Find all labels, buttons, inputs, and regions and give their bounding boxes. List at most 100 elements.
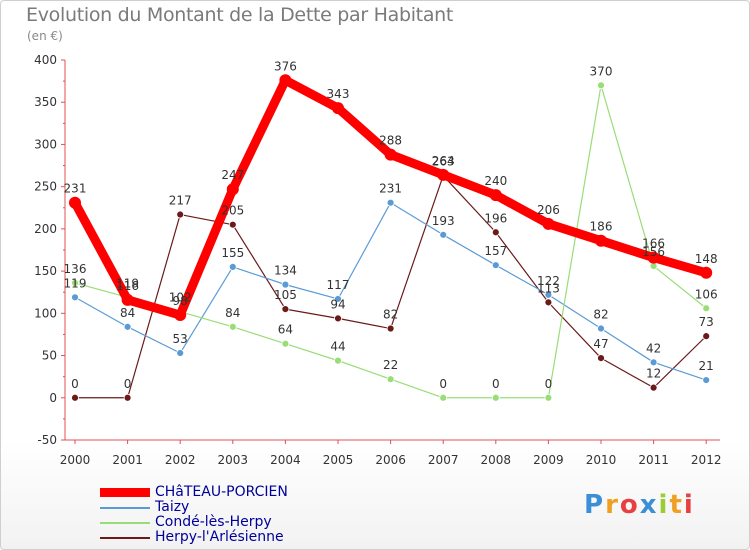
y-tick-label: 100 (34, 306, 57, 320)
data-label: 102 (169, 291, 192, 305)
legend-label: Taizy (155, 499, 190, 515)
chart-axes: -50 0 50 100 150 200 250 300 350 400 2000 2001 2002 2… (34, 53, 721, 467)
y-tick-label: -50 (37, 433, 57, 447)
data-label: 217 (169, 194, 192, 208)
y-tick-label: 150 (34, 264, 57, 278)
data-point (702, 304, 711, 313)
x-tick-label: 2007 (428, 453, 459, 467)
x-tick-label: 2005 (323, 453, 354, 467)
data-label: 82 (383, 308, 398, 322)
x-tick-label: 2004 (270, 453, 301, 467)
data-label: 84 (120, 306, 135, 320)
legend-swatch (100, 537, 150, 539)
data-point (121, 293, 134, 306)
data-point (386, 198, 395, 207)
brand-letter: o (619, 490, 640, 520)
y-tick-label: 50 (42, 349, 57, 363)
data-point (123, 322, 132, 331)
legend-swatch (100, 522, 150, 524)
data-point (649, 383, 658, 392)
y-tick-label: 200 (34, 222, 57, 236)
chart-series (69, 74, 713, 402)
data-point (332, 102, 344, 115)
y-tick-label: 400 (34, 53, 57, 67)
legend-item: Herpy-l'Arlésienne (100, 529, 400, 545)
data-label: 113 (537, 281, 560, 295)
data-point (226, 183, 239, 196)
data-label: 376 (274, 59, 297, 73)
data-point (437, 168, 450, 181)
legend-label: Condé-lès-Herpy (155, 514, 272, 530)
data-label: 264 (432, 154, 455, 168)
data-label: 148 (695, 252, 718, 266)
data-label: 94 (330, 297, 345, 311)
data-point (544, 290, 553, 299)
data-label: 42 (646, 341, 661, 355)
data-label: 206 (537, 203, 560, 217)
y-tick-label: 300 (34, 137, 57, 151)
data-label: 166 (642, 237, 665, 251)
data-point (228, 220, 237, 229)
data-point (334, 295, 342, 303)
data-point (542, 217, 555, 230)
data-point (281, 305, 290, 314)
chart-title: Evolution du Montant de la Dette par Hab… (26, 4, 454, 26)
x-tick-label: 2010 (586, 453, 617, 467)
data-point (649, 358, 658, 367)
x-tick-label: 2012 (691, 453, 722, 467)
brand-letter: P (584, 490, 606, 520)
legend-item: CHâTEAU-PORCIEN (100, 484, 400, 500)
data-label: 231 (64, 182, 87, 196)
data-label: 64 (278, 323, 293, 337)
legend-item: Taizy (100, 499, 400, 515)
y-tick-label: 250 (34, 180, 57, 194)
x-tick-label: 2011 (638, 453, 669, 467)
data-point (491, 261, 500, 270)
data-label: 247 (221, 168, 244, 182)
x-tick-label: 2009 (533, 453, 564, 467)
data-label: 105 (274, 288, 297, 302)
data-point (544, 298, 553, 307)
data-label: 12 (646, 367, 661, 381)
data-point (174, 309, 187, 322)
chart-legend: CHâTEAU-PORCIEN Taizy Condé-lès-Herpy Herpy… (100, 484, 400, 547)
y-tick-label: 350 (34, 95, 57, 109)
legend-label: Herpy-l'Arlésienne (155, 529, 284, 545)
data-point (69, 196, 81, 209)
data-label: 155 (221, 246, 244, 260)
data-label: 240 (484, 174, 507, 188)
data-label: 370 (590, 64, 613, 78)
data-point (71, 293, 79, 302)
data-point (281, 339, 290, 348)
y-tick-label: 0 (49, 391, 57, 405)
data-point (597, 354, 605, 362)
data-point (334, 314, 342, 323)
data-point (279, 74, 292, 87)
data-point (647, 251, 660, 264)
data-point (702, 332, 711, 341)
data-label: 0 (71, 377, 79, 391)
data-point (228, 262, 237, 271)
legend-label: CHâTEAU-PORCIEN (155, 484, 288, 500)
data-label: 106 (695, 287, 718, 301)
data-point (491, 228, 500, 237)
data-point (176, 349, 185, 357)
data-point (123, 393, 132, 402)
data-label: 98 (173, 294, 188, 308)
data-label: 44 (330, 340, 345, 354)
x-tick-label: 2001 (112, 453, 143, 467)
data-label: 47 (593, 337, 608, 351)
x-tick-label: 2008 (481, 453, 512, 467)
chart-data-labels: 0 0 217 205 105 94 82 263 196 113 47 12 73 119 84 53 155… (64, 59, 718, 391)
data-label: 288 (379, 134, 402, 148)
data-label: 263 (432, 155, 455, 169)
data-point (386, 324, 395, 333)
data-point (700, 266, 713, 279)
data-point (544, 393, 553, 402)
brand-letter: i (658, 490, 670, 520)
data-label: 205 (221, 204, 244, 218)
x-tick-label: 2006 (375, 453, 406, 467)
data-label: 116 (116, 279, 139, 293)
